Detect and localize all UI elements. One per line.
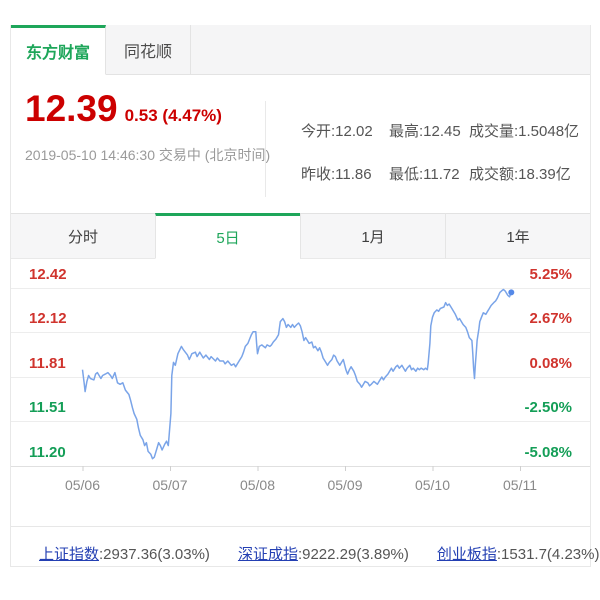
quote-divider [265,101,266,197]
x-axis-label: 05/10 [414,477,451,493]
link-item-shanghai: 上证指数:2937.36(3.03%) [39,543,210,564]
y-axis-price-label: 11.51 [29,398,66,416]
y-axis-price-label: 12.42 [29,266,67,283]
x-axis-label: 05/09 [327,477,363,493]
tab-tonghuashun-label: 同花顺 [123,43,172,61]
link-item-chinext: 创业板指:1531.7(4.23%) [437,543,600,564]
chinext-index-value: :1531.7(4.23%) [496,546,600,563]
price-line [81,288,512,460]
link-item-shenzhen: 深证成指:9222.29(3.89%) [238,543,409,564]
x-axis-label: 05/06 [64,477,101,493]
tab-minute[interactable]: 分时 [11,213,155,259]
tab-1month-label: 1月 [361,228,385,246]
tab-minute-label: 分时 [67,228,98,246]
y-axis-price-label: 11.20 [29,444,66,461]
tab-5day-label: 5日 [216,229,240,247]
tab-tonghuashun[interactable]: 同花顺 [106,25,191,75]
tab-1year-label: 1年 [506,228,530,246]
stat-turnover: 成交额:18.39亿 [469,166,571,183]
shenzhen-index-value: :9222.29(3.89%) [297,546,409,563]
link-shanghai-index[interactable]: 上证指数 [39,546,100,563]
stat-prevclose: 昨收:11.86 [301,166,372,183]
current-price: 12.39 [25,88,118,129]
y-axis-pct-label: 5.25% [529,266,572,283]
y-axis-pct-label: 0.08% [529,355,572,372]
price-row: 12.39 0.53 (4.47%) [25,89,590,129]
y-axis-price-label: 11.81 [29,355,66,372]
price-chart: 12.42 5.25% 12.12 2.67% 11.81 0.08% 11.51 -2.50… [11,259,590,499]
tab-eastmoney-label: 东方财富 [25,45,90,62]
stat-low: 最低:11.72 [389,166,460,183]
x-axis-label: 05/11 [503,477,537,493]
stats-grid: 今开:12.02 最高:12.45 成交量:1.5048亿 昨收:11.86 最… [301,120,579,184]
source-tab-bar: 东方财富 同花顺 [11,25,590,75]
stat-open: 今开:12.02 [301,123,373,140]
link-chinext-index[interactable]: 创业板指 [436,546,497,563]
tab-1year[interactable]: 1年 [445,213,590,259]
y-axis-pct-label: -2.50% [524,398,572,416]
link-shenzhen-index[interactable]: 深证成指 [237,546,298,563]
quote-section: 12.39 0.53 (4.47%) 2019-05-10 14:46:30 交… [11,89,590,213]
y-axis-pct-label: 2.67% [529,309,572,327]
chart-canvas [11,288,590,471]
tab-eastmoney[interactable]: 东方财富 [11,25,106,75]
tab-1month[interactable]: 1月 [300,213,445,259]
spacer [11,499,590,526]
index-links: 上证指数:2937.36(3.03%) 深证成指:9222.29(3.89%) … [11,526,599,580]
tab-bar-filler [191,25,590,75]
stat-high: 最高:12.45 [389,123,461,140]
stat-volume: 成交量:1.5048亿 [469,123,580,140]
tab-5day[interactable]: 5日 [155,213,300,259]
price-change: 0.53 (4.47%) [124,106,222,125]
shanghai-index-value: :2937.36(3.03%) [99,546,210,563]
last-point-marker [508,289,515,296]
quote-timestamp: 2019-05-10 14:46:30 交易中 (北京时间) [25,147,271,163]
period-tab-bar: 分时 5日 1月 1年 [11,213,590,259]
y-axis-price-label: 12.12 [29,309,67,327]
x-axis-label: 05/08 [239,477,276,493]
x-axis-label: 05/07 [152,477,188,493]
y-axis-pct-label: -5.08% [524,444,572,461]
stock-widget: 东方财富 同花顺 12.39 0.53 (4.47%) 2019-05-10 1… [10,25,599,567]
